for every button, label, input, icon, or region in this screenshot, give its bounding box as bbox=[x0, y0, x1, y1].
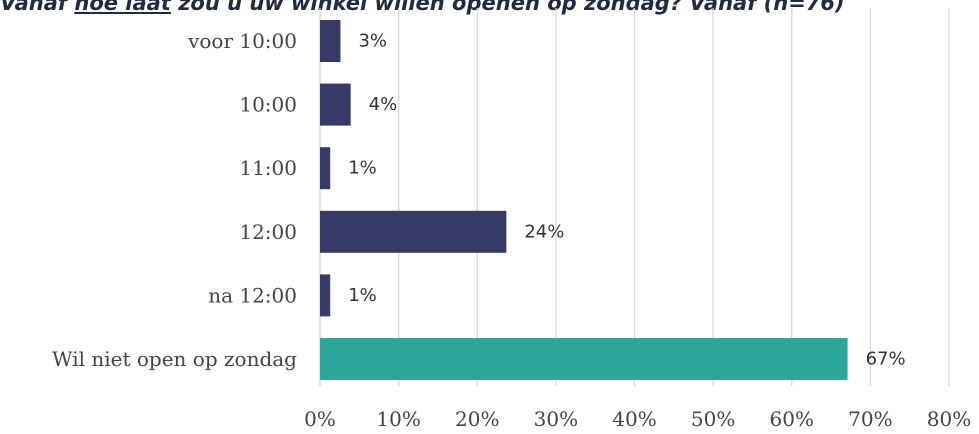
x-tick-label: 50% bbox=[691, 407, 735, 431]
bar bbox=[320, 83, 351, 126]
bars bbox=[320, 20, 848, 380]
bar bbox=[320, 338, 848, 380]
x-tick-label: 0% bbox=[304, 407, 336, 431]
category-label: 11:00 bbox=[239, 156, 297, 180]
data-labels: 3% 4% 1% 24% 1% 67% bbox=[348, 31, 905, 370]
category-label: 12:00 bbox=[239, 220, 297, 244]
gridlines bbox=[319, 8, 950, 386]
category-label: na 12:00 bbox=[208, 283, 297, 307]
bar bbox=[320, 210, 507, 253]
x-tick-label: 80% bbox=[927, 407, 971, 431]
category-labels: voor 10:00 10:00 11:00 12:00 na 12:00 Wil nie… bbox=[52, 29, 297, 371]
x-tick-labels: 0% 10% 20% 30% 40% 50% 60% 70% 80% bbox=[304, 407, 971, 431]
bar bbox=[320, 274, 331, 317]
bar bbox=[320, 20, 341, 62]
x-tick-label: 60% bbox=[770, 407, 814, 431]
x-tick-label: 40% bbox=[612, 407, 656, 431]
x-tick-label: 70% bbox=[848, 407, 892, 431]
data-label: 3% bbox=[358, 31, 387, 52]
bar bbox=[320, 147, 331, 190]
x-tick-label: 30% bbox=[534, 407, 578, 431]
chart-title: Vanaf hoe laat zou u uw winkel willen op… bbox=[0, 0, 845, 15]
data-label: 1% bbox=[348, 158, 377, 179]
category-label: Wil niet open op zondag bbox=[52, 347, 297, 371]
x-tick-label: 10% bbox=[376, 407, 420, 431]
data-label: 67% bbox=[866, 349, 906, 370]
data-label: 4% bbox=[369, 94, 398, 115]
category-label: 10:00 bbox=[239, 93, 297, 117]
x-tick-label: 20% bbox=[455, 407, 499, 431]
data-label: 24% bbox=[524, 221, 564, 242]
data-label: 1% bbox=[348, 285, 377, 306]
category-label: voor 10:00 bbox=[187, 29, 297, 53]
